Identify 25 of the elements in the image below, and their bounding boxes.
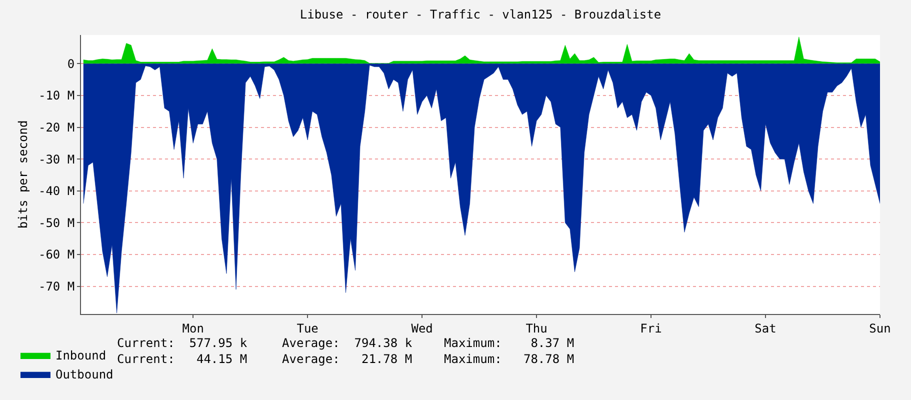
- text: Average: 794.38 k: [282, 336, 413, 350]
- chart-title: Libuse - router - Traffic - vlan125 - Brouzdaliste: [300, 7, 662, 22]
- y-tick-label: -70 M: [38, 280, 75, 294]
- y-tick-label: -20 M: [38, 120, 75, 134]
- y-tick-label: -30 M: [38, 152, 75, 166]
- x-tick-label: Fri: [640, 321, 662, 336]
- text: Current: 577.95 k: [117, 336, 248, 350]
- y-tick-label: -40 M: [38, 184, 75, 198]
- y-tick-label: -10 M: [38, 88, 75, 103]
- text: Maximum: 8.37 M: [444, 336, 574, 350]
- y-axis-title: bits per second: [16, 120, 30, 229]
- x-tick-label: Mon: [182, 321, 204, 336]
- y-tick-label: -50 M: [38, 216, 75, 230]
- legend-label: Inbound: [55, 348, 106, 363]
- y-tick-label: -60 M: [38, 248, 75, 262]
- x-tick-label: Thu: [526, 321, 548, 336]
- x-tick-label: Sat: [754, 321, 776, 336]
- y-tick-label: 0: [67, 56, 75, 71]
- text: Current: 44.15 M: [117, 352, 248, 366]
- x-tick-label: Sun: [869, 321, 891, 336]
- x-tick-label: Wed: [411, 321, 433, 336]
- text: Average: 21.78 M: [282, 352, 412, 366]
- text: Maximum: 78.78 M: [444, 352, 574, 366]
- x-tick-label: Tue: [296, 321, 318, 336]
- legend-label: Outbound: [55, 368, 114, 382]
